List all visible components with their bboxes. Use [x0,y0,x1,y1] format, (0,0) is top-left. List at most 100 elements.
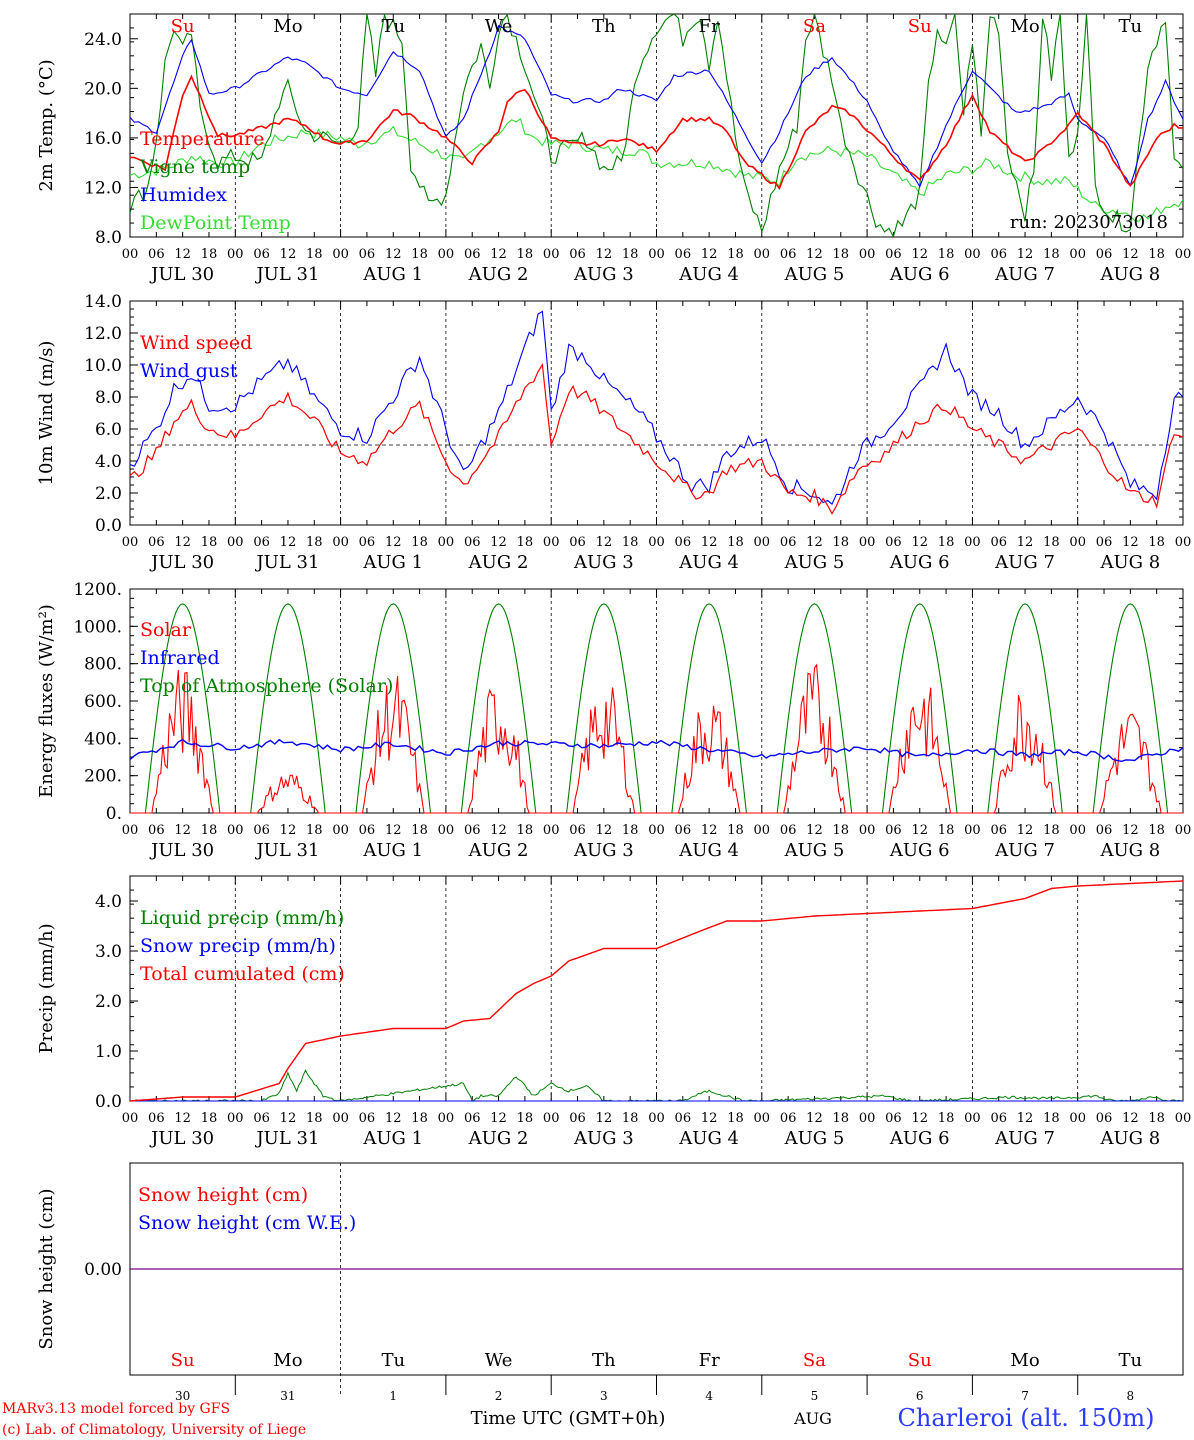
day-name: Th [592,1350,616,1371]
hour-tick-label: 12 [490,823,507,838]
day-number: 5 [811,1389,819,1403]
date-label: AUG 8 [1099,264,1160,285]
hour-tick-label: 00 [754,823,771,838]
hour-tick-label: 00 [1175,823,1192,838]
hour-tick-label: 12 [385,247,402,262]
hour-tick-label: 06 [780,823,797,838]
plot-frame-2 [129,588,1184,814]
hour-tick-label: 18 [622,823,639,838]
hour-tick-label: 12 [385,535,402,550]
date-label: AUG 1 [362,264,423,285]
hour-tick-label: 00 [122,1111,139,1126]
hour-tick-label: 18 [201,823,218,838]
hour-tick-label: 06 [675,247,692,262]
hour-tick-label: 06 [675,823,692,838]
hour-tick-label: 06 [780,247,797,262]
y-tick-label: 0.0 [95,516,122,536]
hour-tick-label: 06 [359,247,376,262]
hour-tick-label: 00 [1069,823,1086,838]
y-axis-label: 2m Temp. (°C) [36,59,57,191]
date-label: AUG 8 [1099,552,1160,573]
hour-tick-label: 06 [253,1111,270,1126]
y-tick-label: 2.0 [95,484,122,504]
hour-tick-label: 00 [438,823,455,838]
hour-tick-label: 12 [701,535,718,550]
hour-tick-label: 12 [1017,247,1034,262]
hour-tick-label: 18 [201,1111,218,1126]
hour-tick-label: 06 [569,247,586,262]
time-axis-label: Time UTC (GMT+0h) [471,1408,666,1429]
y-tick-label: 400. [84,729,122,749]
hour-tick-label: 18 [1043,535,1060,550]
date-label: AUG 2 [468,264,529,285]
legend-entry: DewPoint Temp [140,212,291,234]
series-dewpoint-temp [130,118,1183,222]
hour-tick-label: 06 [885,823,902,838]
hour-tick-label: 06 [464,1111,481,1126]
day-name: Sa [803,1350,826,1371]
hour-tick-label: 12 [701,823,718,838]
hour-tick-label: 12 [806,247,823,262]
hour-tick-label: 18 [306,535,323,550]
date-label: AUG 1 [362,1128,423,1149]
hour-tick-label: 00 [964,247,981,262]
date-label: AUG 4 [678,552,739,573]
hour-tick-label: 12 [596,535,613,550]
y-tick-label: 0. [106,804,122,824]
y-tick-label: 4.0 [95,892,122,912]
date-label: JUL 31 [254,1128,319,1149]
hour-tick-label: 12 [174,1111,191,1126]
hour-tick-label: 18 [938,535,955,550]
hour-tick-label: 00 [859,1111,876,1126]
date-label: AUG 6 [889,840,950,861]
hour-tick-label: 06 [569,535,586,550]
date-label: AUG 2 [468,840,529,861]
hour-tick-label: 00 [1175,535,1192,550]
hour-tick-label: 00 [122,823,139,838]
hour-tick-label: 00 [332,247,349,262]
hour-tick-label: 00 [1069,1111,1086,1126]
y-tick-label: 8.0 [95,228,122,248]
hour-tick-label: 18 [833,1111,850,1126]
y-tick-label: 1200. [73,580,122,600]
hour-tick-label: 18 [517,247,534,262]
date-label: AUG 5 [784,840,845,861]
hour-tick-label: 06 [1096,535,1113,550]
hour-tick-label: 18 [1043,823,1060,838]
day-name: Th [592,16,616,37]
hour-tick-label: 00 [438,535,455,550]
hour-tick-label: 00 [438,1111,455,1126]
hour-tick-label: 12 [385,823,402,838]
hour-tick-label: 00 [648,535,665,550]
hour-tick-label: 06 [885,247,902,262]
hour-tick-label: 18 [201,535,218,550]
day-number: 31 [280,1389,295,1403]
lab-credit: (c) Lab. of Climatology, University of L… [2,1422,306,1438]
hour-tick-label: 06 [148,1111,165,1126]
hour-tick-label: 12 [596,1111,613,1126]
hour-tick-label: 18 [833,247,850,262]
series-solar [130,663,1183,814]
hour-tick-label: 06 [675,535,692,550]
day-name: Tu [1119,16,1143,37]
hour-tick-label: 12 [911,535,928,550]
legend-entry: Vigne temp [139,156,250,178]
hour-tick-label: 18 [1148,823,1165,838]
hour-tick-label: 12 [174,535,191,550]
hour-tick-label: 12 [280,535,297,550]
date-label: AUG 5 [784,264,845,285]
legend-entry: Temperature [140,128,264,150]
hour-tick-label: 00 [122,535,139,550]
day-name: Su [171,1350,195,1371]
y-tick-label: 800. [84,655,122,675]
hour-tick-label: 12 [1122,1111,1139,1126]
date-label: JUL 31 [254,552,319,573]
day-number: 2 [495,1389,503,1403]
date-label: AUG 4 [678,1128,739,1149]
hour-tick-label: 00 [1069,535,1086,550]
day-name: Sa [803,16,826,37]
hour-tick-label: 18 [411,823,428,838]
date-label: AUG 8 [1099,1128,1160,1149]
date-label: AUG 7 [994,264,1055,285]
hour-tick-label: 00 [648,823,665,838]
